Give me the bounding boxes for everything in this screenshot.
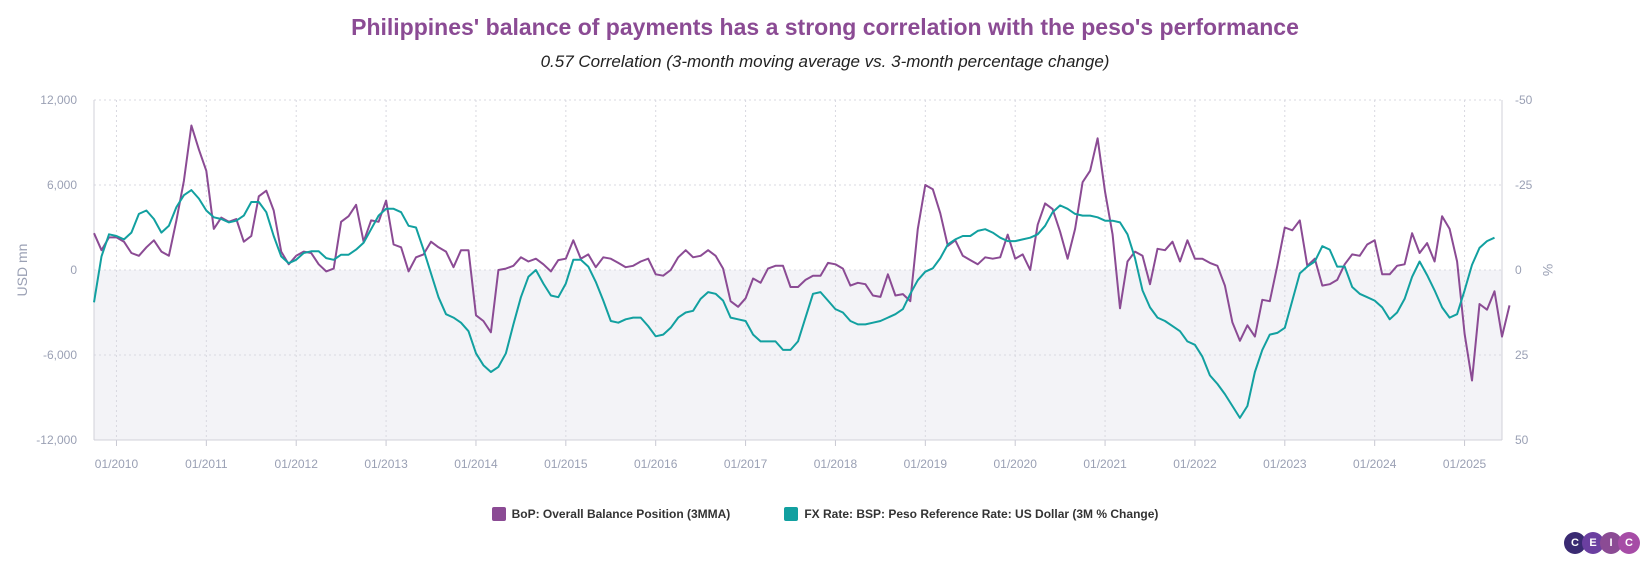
y-right-tick-label: -25 [1515,178,1533,192]
series-line-bop [93,124,1511,382]
logo-letter: I [1600,532,1622,554]
logo-letter: E [1582,532,1604,554]
x-tick-label: 01/2013 [364,457,408,471]
legend-swatch-bop [491,507,506,521]
x-tick-label: 01/2022 [1173,457,1217,471]
x-tick-label: 01/2023 [1263,457,1307,471]
y-right-tick-label: 0 [1515,263,1522,277]
y-right-tick-label: 25 [1515,348,1529,362]
x-tick-label: 01/2021 [1083,457,1127,471]
x-tick-label: 01/2011 [185,457,228,471]
negative-region-shading [94,270,1502,440]
logo-letter: C [1618,532,1640,554]
x-tick-label: 01/2019 [904,457,948,471]
y-left-tick-label: 0 [70,263,77,277]
legend-swatch-fx [784,507,799,521]
legend-item-fx[interactable]: FX Rate: BSP: Peso Reference Rate: US Do… [784,507,1158,521]
chart-subtitle: 0.57 Correlation (3-month moving average… [540,52,1110,71]
legend: BoP: Overall Balance Position (3MMA) FX … [0,507,1650,521]
x-tick-label: 01/2016 [634,457,678,471]
x-tick-label: 01/2018 [814,457,858,471]
legend-label-fx: FX Rate: BSP: Peso Reference Rate: US Do… [804,507,1159,521]
y-right-axis-title: % [1540,264,1556,276]
legend-label-bop: BoP: Overall Balance Position (3MMA) [511,507,731,521]
logo-letter: C [1564,532,1586,554]
y-right-tick-label: 50 [1515,433,1529,447]
x-tick-label: 01/2017 [724,457,768,471]
x-tick-label: 01/2024 [1353,457,1397,471]
x-tick-label: 01/2020 [993,457,1037,471]
y-right-tick-label: -50 [1515,93,1533,107]
x-tick-label: 01/2014 [454,457,498,471]
y-left-tick-label: 6,000 [47,178,77,192]
x-tick-label: 01/2010 [95,457,139,471]
y-left-tick-label: 12,000 [40,93,77,107]
x-tick-label: 01/2025 [1443,457,1487,471]
y-left-tick-label: -6,000 [43,348,77,362]
legend-item-bop[interactable]: BoP: Overall Balance Position (3MMA) [491,507,731,521]
x-tick-label: 01/2015 [544,457,588,471]
y-left-axis-title: USD mn [14,244,30,297]
series-line-fx [93,189,1495,419]
y-left-tick-label: -12,000 [36,433,77,447]
x-tick-label: 01/2012 [275,457,319,471]
chart-title: Philippines' balance of payments has a s… [351,14,1299,40]
